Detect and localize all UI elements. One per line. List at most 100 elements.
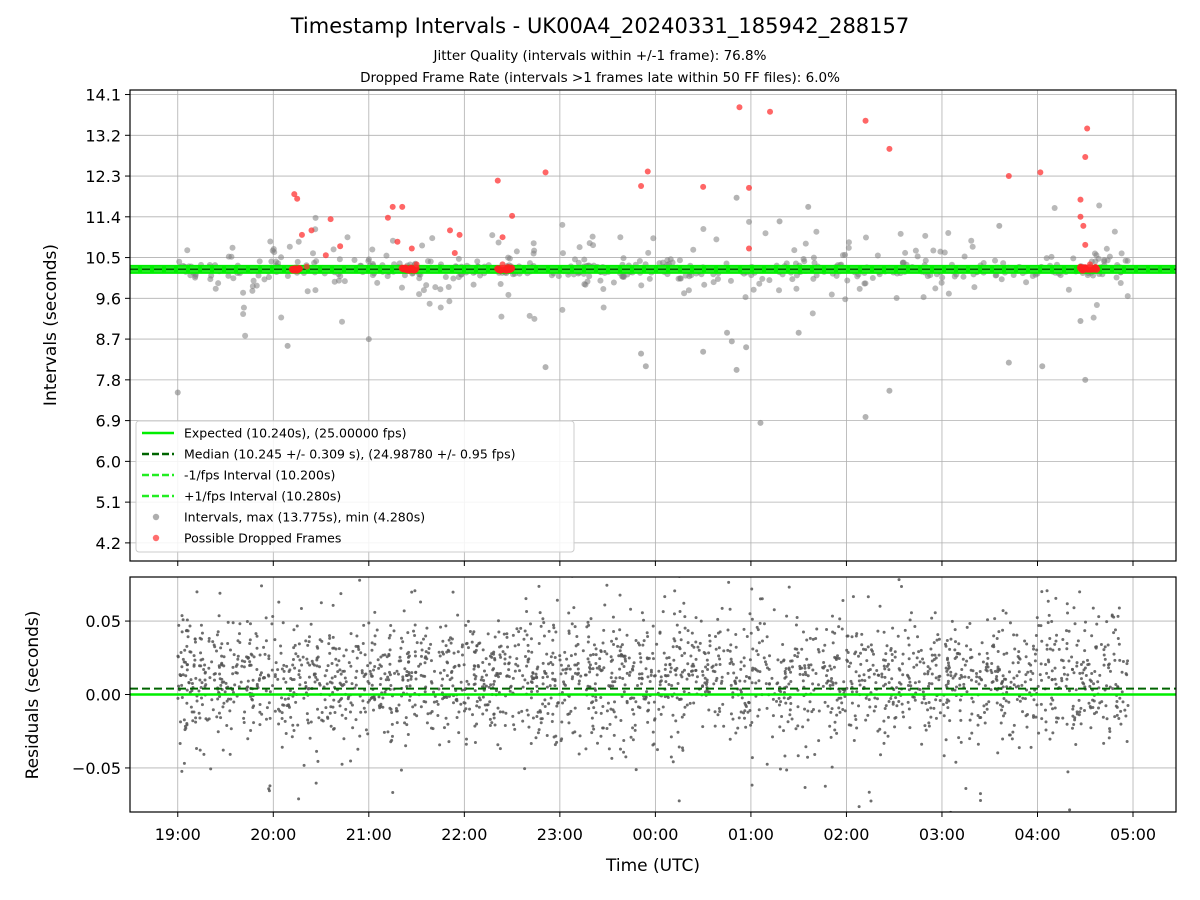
residual-point bbox=[678, 609, 682, 613]
residual-point bbox=[717, 706, 721, 710]
interval-point bbox=[1023, 279, 1030, 286]
interval-point bbox=[1113, 274, 1120, 281]
dropped-frame-point bbox=[1082, 154, 1089, 161]
residual-point bbox=[238, 641, 242, 645]
residual-point bbox=[255, 634, 259, 638]
residual-point bbox=[348, 710, 352, 714]
residual-point bbox=[586, 657, 590, 661]
residual-point bbox=[983, 684, 987, 688]
residual-point bbox=[513, 669, 517, 673]
residual-point bbox=[871, 663, 875, 667]
residual-point bbox=[410, 590, 414, 594]
residual-point bbox=[976, 742, 980, 746]
residual-point bbox=[1012, 676, 1016, 680]
residual-point bbox=[259, 671, 263, 675]
residual-point bbox=[279, 651, 283, 655]
residual-point bbox=[563, 683, 567, 687]
residual-point bbox=[683, 705, 687, 709]
residual-point bbox=[883, 731, 887, 735]
residual-point bbox=[1090, 671, 1094, 675]
residual-point bbox=[538, 709, 542, 713]
residual-point bbox=[554, 630, 558, 634]
residual-point bbox=[613, 700, 617, 704]
residual-point bbox=[362, 706, 366, 710]
residual-point bbox=[1094, 646, 1098, 650]
residual-point bbox=[906, 700, 910, 704]
residual-point bbox=[637, 676, 641, 680]
residual-point bbox=[363, 653, 367, 657]
interval-point bbox=[230, 275, 237, 282]
residual-point bbox=[927, 724, 931, 728]
residual-point bbox=[202, 668, 206, 672]
residual-point bbox=[959, 673, 963, 677]
residual-point bbox=[185, 663, 189, 667]
residual-point bbox=[1023, 639, 1027, 643]
residual-point bbox=[662, 651, 666, 655]
residual-point bbox=[750, 720, 754, 724]
dropped-frame-point bbox=[298, 231, 305, 238]
residual-point bbox=[332, 698, 336, 702]
residual-point bbox=[694, 668, 698, 672]
residual-point bbox=[567, 631, 571, 635]
residual-point bbox=[1007, 670, 1011, 674]
residual-point bbox=[1032, 647, 1036, 651]
jitter-quality-subtitle: Jitter Quality (intervals within +/-1 fr… bbox=[433, 48, 767, 64]
residual-point bbox=[714, 647, 718, 651]
residual-point bbox=[908, 618, 912, 622]
residual-point bbox=[492, 712, 496, 716]
residual-point bbox=[1095, 710, 1099, 714]
residual-point bbox=[258, 673, 262, 677]
residual-point bbox=[768, 654, 772, 658]
residual-point bbox=[618, 676, 622, 680]
residual-point bbox=[559, 672, 563, 676]
interval-point bbox=[268, 258, 275, 265]
residual-point bbox=[486, 632, 490, 636]
residual-point bbox=[641, 643, 645, 647]
residual-point bbox=[183, 724, 187, 728]
residual-point bbox=[504, 711, 508, 715]
residual-point bbox=[599, 711, 603, 715]
residual-point bbox=[248, 642, 252, 646]
residual-point bbox=[864, 718, 868, 722]
residual-point bbox=[899, 682, 903, 686]
residual-point bbox=[444, 716, 448, 720]
residual-point bbox=[918, 660, 922, 664]
residual-point bbox=[370, 683, 374, 687]
residual-point bbox=[292, 729, 296, 733]
residual-point bbox=[420, 648, 424, 652]
residual-point bbox=[605, 583, 609, 587]
residual-point bbox=[996, 650, 1000, 654]
interval-point bbox=[337, 273, 344, 280]
residual-point bbox=[1070, 655, 1074, 659]
residual-point bbox=[968, 718, 972, 722]
residual-point bbox=[523, 767, 527, 771]
residual-point bbox=[551, 677, 555, 681]
interval-point bbox=[700, 348, 707, 355]
residual-point bbox=[922, 661, 926, 665]
residual-point bbox=[915, 663, 919, 667]
residual-point bbox=[337, 659, 341, 663]
interval-point bbox=[489, 232, 496, 239]
residual-point bbox=[349, 759, 353, 763]
residual-point bbox=[893, 650, 897, 654]
interval-point bbox=[497, 280, 504, 287]
residual-point bbox=[729, 683, 733, 687]
residual-point bbox=[997, 630, 1001, 634]
residual-point bbox=[538, 611, 542, 615]
residual-point bbox=[682, 668, 686, 672]
residual-point bbox=[245, 688, 249, 692]
residual-point bbox=[577, 752, 581, 756]
residual-point bbox=[625, 633, 629, 637]
residual-point bbox=[796, 724, 800, 728]
residual-point bbox=[373, 642, 377, 646]
residual-point bbox=[795, 647, 799, 651]
residual-point bbox=[938, 698, 942, 702]
interval-point bbox=[255, 272, 262, 279]
residual-point bbox=[389, 623, 393, 627]
residual-point bbox=[927, 700, 931, 704]
residual-point bbox=[707, 651, 711, 655]
residual-point bbox=[438, 743, 442, 747]
y-tick-label: 6.9 bbox=[96, 412, 121, 431]
residual-point bbox=[1102, 648, 1106, 652]
residual-point bbox=[897, 690, 901, 694]
